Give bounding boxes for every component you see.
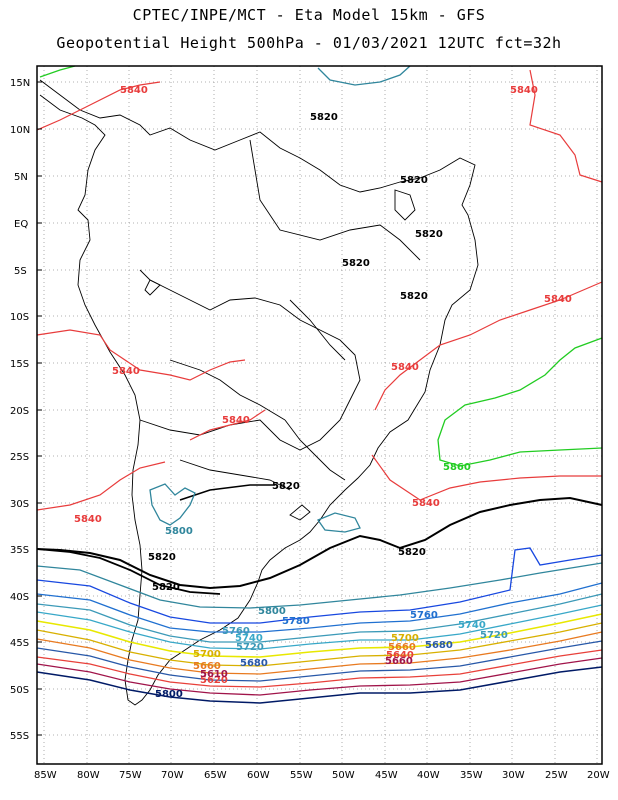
contour-label: 5820 — [148, 552, 176, 563]
contour-label: 5860 — [443, 462, 471, 473]
lon-label: 20W — [587, 770, 610, 781]
map-frame — [36, 65, 603, 765]
lat-label: EQ — [14, 219, 28, 230]
lat-label: 5S — [14, 266, 27, 277]
lon-labels: 85W 80W 75W 70W 65W 60W 55W 50W 45W 40W … — [34, 770, 610, 781]
contour-label: 5660 — [385, 656, 413, 667]
lat-label: 40S — [10, 592, 29, 603]
contour-label: 5660 — [388, 642, 416, 653]
lat-label: 55S — [10, 731, 29, 742]
contour-label: 5760 — [410, 610, 438, 621]
contour-label: 5780 — [282, 616, 310, 627]
lat-label: 5N — [14, 172, 28, 183]
map-title-line2: Geopotential Height 500hPa - 01/03/2021 … — [56, 34, 562, 52]
contour-5860 — [39, 65, 603, 467]
lon-label: 50W — [332, 770, 355, 781]
contour-labels: 5840 5840 5840 5840 5840 5840 5840 5840 … — [74, 85, 572, 700]
lat-label: 35S — [10, 545, 29, 556]
contour-label: 5840 — [510, 85, 538, 96]
lon-label: 60W — [247, 770, 270, 781]
contour-label: 5640 — [386, 650, 414, 661]
contour-label: 5720 — [236, 642, 264, 653]
lat-label: 10S — [10, 312, 29, 323]
lon-label: 65W — [204, 770, 227, 781]
contour-label: 5680 — [425, 640, 453, 651]
contour-label: 5840 — [222, 415, 250, 426]
contour-label: 5620 — [200, 675, 228, 686]
contour-label: 5820 — [342, 258, 370, 269]
lon-label: 35W — [460, 770, 483, 781]
contour-label: 5660 — [193, 661, 221, 672]
lon-label: 30W — [502, 770, 525, 781]
contour-label: 5840 — [112, 366, 140, 377]
lat-label: 45S — [10, 638, 29, 649]
lat-label: 50S — [10, 685, 29, 696]
contour-label: 5760 — [222, 626, 250, 637]
lon-label: 25W — [545, 770, 568, 781]
contour-label: 5820 — [152, 582, 180, 593]
contour-5820-south — [36, 496, 603, 590]
contour-label: 5800 — [155, 689, 183, 700]
contour-5840 — [36, 69, 603, 511]
contour-label: 5840 — [120, 85, 148, 96]
contour-5840-se — [371, 454, 602, 501]
contour-5840-north — [36, 81, 161, 131]
contour-5800 — [149, 65, 411, 533]
contour-label: 5820 — [272, 481, 300, 492]
contour-label: 5820 — [398, 547, 426, 558]
contour-5840-mid — [189, 409, 266, 441]
map-title-line1: CPTEC/INPE/MCT - Eta Model 15km - GFS — [132, 6, 486, 24]
contour-label: 5800 — [165, 526, 193, 537]
lat-label: 10N — [10, 125, 30, 136]
lon-label: 55W — [290, 770, 313, 781]
contour-5840-ne — [529, 69, 603, 183]
lat-label: 20S — [10, 406, 29, 417]
grid-lines — [37, 66, 602, 764]
lat-label: 15S — [10, 359, 29, 370]
contour-label: 5740 — [235, 633, 263, 644]
contour-stack-south — [36, 547, 603, 704]
lat-label: 25S — [10, 452, 29, 463]
contour-label: 5720 — [480, 630, 508, 641]
contour-label: 5820 — [310, 112, 338, 123]
contour-label: 5740 — [458, 620, 486, 631]
contour-5840-central — [36, 329, 246, 381]
contour-label: 5840 — [391, 362, 419, 373]
contour-5840-sw — [36, 461, 166, 511]
lon-label: 40W — [417, 770, 440, 781]
lon-label: 45W — [375, 770, 398, 781]
contour-label: 5820 — [400, 291, 428, 302]
lon-label: 85W — [34, 770, 57, 781]
contour-label: 5700 — [193, 649, 221, 660]
contour-label: 5840 — [544, 294, 572, 305]
contour-5840-east — [374, 281, 603, 411]
lat-label: 15N — [10, 78, 30, 89]
contour-label: 5800 — [258, 606, 286, 617]
contour-5820 — [36, 484, 603, 590]
lon-label: 75W — [119, 770, 142, 781]
contour-label: 5840 — [74, 514, 102, 525]
contour-label: 5820 — [400, 175, 428, 186]
contour-label: 5610 — [200, 669, 228, 680]
contour-label: 5820 — [415, 229, 443, 240]
lat-labels: 15N 10N 5N EQ 5S 10S 15S 20S 25S 30S 35S… — [10, 78, 30, 742]
tick-marks — [37, 81, 42, 736]
contour-label: 5680 — [240, 658, 268, 669]
contour-label: 5700 — [391, 633, 419, 644]
lon-label: 70W — [161, 770, 184, 781]
lat-label: 30S — [10, 499, 29, 510]
contour-label: 5840 — [412, 498, 440, 509]
lon-label: 80W — [77, 770, 100, 781]
